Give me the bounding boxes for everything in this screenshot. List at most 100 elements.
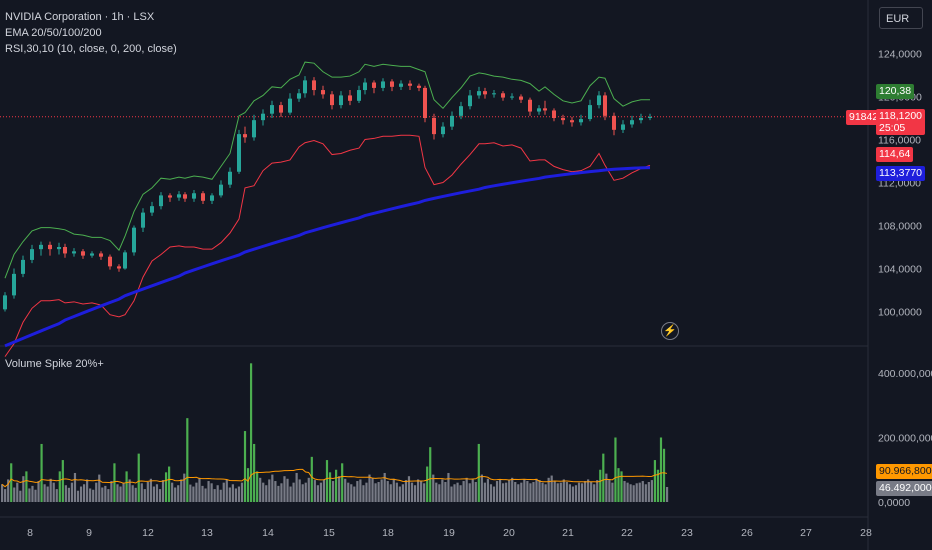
candle-body	[648, 116, 652, 118]
volume-bar	[107, 489, 110, 502]
volume-bar	[517, 484, 520, 502]
volume-indicator-label[interactable]: Volume Spike 20%+	[5, 358, 104, 370]
volume-bar	[568, 484, 571, 502]
volume-bar	[219, 489, 222, 502]
price-axis-tick: 116,0000	[878, 135, 921, 147]
volume-bar	[137, 453, 140, 502]
volume-bar	[304, 482, 307, 502]
volume-bar	[483, 482, 486, 502]
volume-bar	[58, 471, 61, 502]
volume-bar	[22, 476, 25, 502]
volume-bar	[580, 483, 584, 502]
volume-bar	[511, 477, 514, 502]
red-line-price-tag: 114,64	[876, 147, 914, 162]
candle-body	[201, 193, 205, 201]
volume-bar	[410, 482, 414, 502]
candle-body	[468, 95, 472, 107]
volume-bar	[280, 483, 283, 502]
volume-bar	[25, 471, 28, 502]
volume-bar	[574, 485, 578, 502]
volume-bar	[104, 485, 107, 502]
volume-bar	[465, 477, 468, 502]
volume-bar	[207, 481, 210, 502]
volume-bar	[76, 490, 80, 502]
volume-bar	[316, 485, 319, 502]
volume-bar	[593, 484, 596, 502]
volume-bar	[471, 479, 474, 502]
candle-body	[483, 91, 487, 95]
currency-selector[interactable]: EUR	[879, 7, 923, 29]
volume-bar	[413, 485, 417, 502]
candle-body	[12, 273, 16, 296]
volume-bar	[277, 485, 280, 502]
volume-bar	[553, 481, 556, 502]
volume-bar	[67, 487, 70, 502]
candle-body	[150, 206, 154, 213]
candle-body	[57, 247, 61, 250]
lightning-icon[interactable]: ⚡	[661, 322, 679, 340]
volume-bar	[407, 476, 411, 502]
volume-bar	[164, 472, 168, 502]
candle-body	[297, 93, 301, 99]
volume-bar	[243, 431, 247, 502]
volume-bar	[353, 486, 356, 502]
volume-bar	[665, 487, 669, 502]
volume-bar	[623, 481, 626, 502]
candle-body	[123, 252, 127, 269]
volume-bar	[447, 472, 450, 502]
volume-bar	[225, 479, 228, 502]
volume-bar	[16, 482, 19, 502]
volume-bar	[650, 480, 653, 502]
volume-bar	[583, 481, 587, 502]
volume-bar	[565, 482, 568, 502]
volume-bar	[286, 478, 289, 502]
volume-bar	[213, 489, 216, 502]
volume-bar	[73, 472, 77, 502]
ema200-line	[4, 166, 651, 348]
volume-bar	[559, 482, 562, 502]
volume-bar	[131, 485, 134, 502]
volume-bar	[43, 484, 46, 502]
candle-body	[579, 119, 583, 123]
volume-bar	[456, 482, 459, 502]
candle-body	[612, 115, 616, 130]
volume-bar	[271, 474, 274, 502]
time-axis-tick: 9	[86, 527, 92, 539]
rsi-indicator-label[interactable]: RSI,30,10 (10, close, 0, 200, close)	[5, 43, 177, 55]
volume-bar	[249, 363, 253, 502]
volume-bar	[641, 481, 644, 502]
volume-value-tag: 46.492,0000	[876, 481, 932, 496]
candle-body	[159, 195, 163, 207]
candle-body	[252, 120, 256, 138]
time-axis-tick: 26	[741, 527, 753, 539]
symbol-title[interactable]: NVIDIA Corporation · 1h · LSX	[5, 11, 155, 23]
volume-bar	[626, 482, 629, 502]
volume-bar	[520, 482, 523, 502]
candle-body	[48, 244, 52, 250]
volume-bar	[186, 418, 189, 502]
volume-bar	[608, 479, 611, 502]
volume-bar	[335, 469, 338, 502]
volume-bar	[19, 490, 22, 502]
volume-bar	[192, 486, 195, 502]
volume-ma-tag: 90.966,8000	[876, 464, 932, 479]
volume-bar	[474, 482, 477, 502]
lower-band-line	[4, 134, 651, 357]
volume-bar	[328, 472, 332, 502]
candle-body	[132, 227, 136, 253]
volume-bar	[313, 480, 316, 502]
volume-bar	[113, 463, 116, 502]
candle-body	[390, 81, 394, 87]
volume-bar	[128, 479, 131, 502]
time-axis-tick: 13	[201, 527, 213, 539]
volume-bar	[526, 481, 529, 502]
volume-bar	[374, 483, 377, 502]
volume-bar	[344, 478, 347, 502]
volume-bar	[365, 482, 368, 502]
volume-bar	[338, 476, 341, 502]
ema-indicator-label[interactable]: EMA 20/50/100/200	[5, 27, 102, 39]
volume-axis-tick: 200.000,0000	[878, 433, 932, 445]
candle-body	[441, 126, 445, 135]
volume-bar	[64, 485, 67, 502]
